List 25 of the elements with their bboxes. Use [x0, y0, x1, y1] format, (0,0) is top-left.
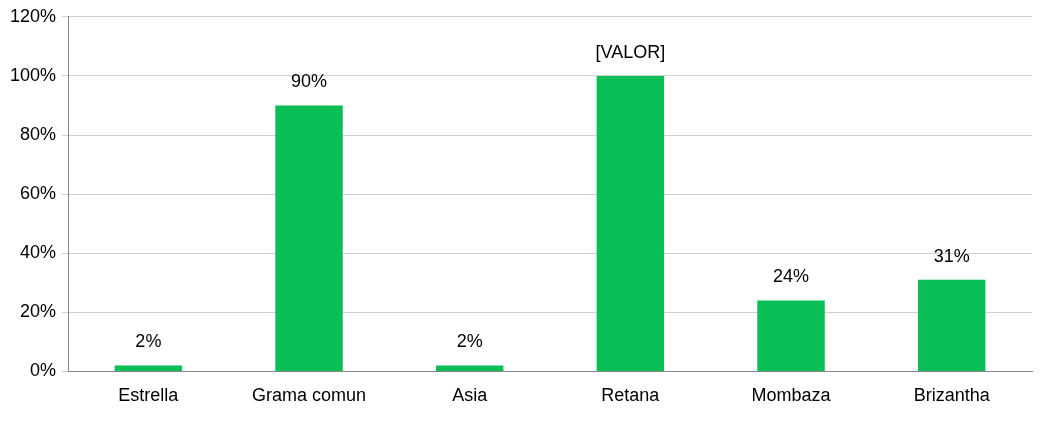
bar: [757, 300, 825, 371]
bar: [275, 105, 343, 371]
y-tick-label: 100%: [9, 64, 57, 85]
x-tick-label: Asia: [452, 385, 489, 406]
data-label: 90%: [291, 71, 328, 92]
y-tick-label: 80%: [20, 123, 57, 144]
bar: [114, 365, 183, 371]
y-tick-label: 60%: [20, 183, 57, 204]
y-tick-label: 0%: [30, 360, 57, 381]
x-tick-label: Brizantha: [913, 385, 991, 406]
y-tick-label: 40%: [20, 242, 57, 263]
bar: [917, 279, 986, 371]
x-tick-label: Retana: [601, 385, 661, 406]
data-label: 2%: [456, 331, 483, 352]
data-label: 31%: [933, 245, 970, 266]
x-tick-label: Grama comun: [252, 385, 367, 406]
x-tick-label: Estrella: [118, 385, 180, 406]
y-tick-label: 20%: [20, 301, 57, 322]
bar: [435, 365, 504, 371]
data-label: [VALOR]: [595, 41, 666, 62]
y-tick-label: 120%: [9, 5, 57, 26]
data-label: 24%: [772, 266, 810, 287]
x-tick-label: Mombaza: [751, 385, 832, 406]
data-label: 2%: [135, 331, 162, 352]
bar: [596, 75, 665, 371]
